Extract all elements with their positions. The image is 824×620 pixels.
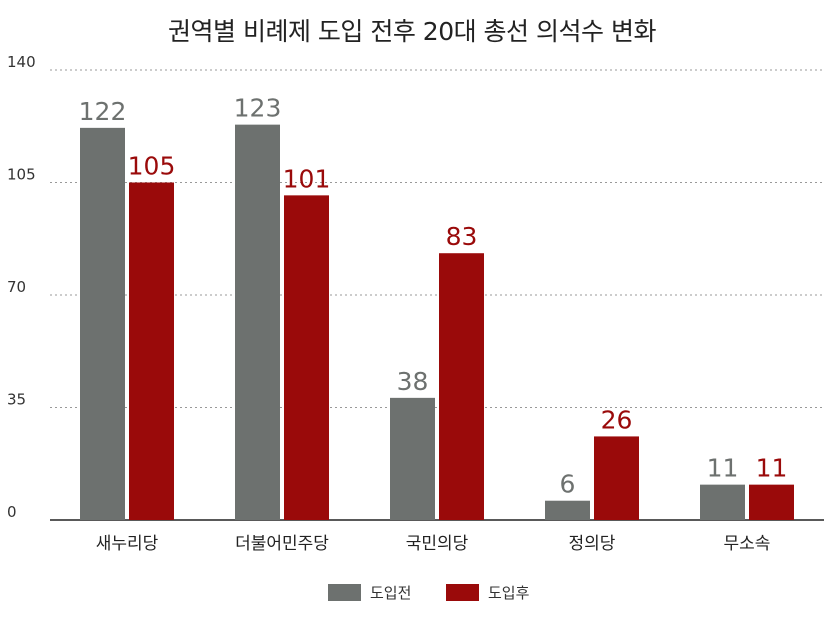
data-label: 11 (756, 454, 788, 483)
bar-before (700, 484, 745, 520)
legend-swatch (328, 584, 361, 601)
data-label: 6 (560, 470, 576, 499)
bar-after (749, 484, 794, 520)
x-category-label: 국민의당 (406, 534, 469, 554)
data-label: 101 (283, 164, 331, 193)
bar-before (390, 397, 435, 520)
bar-before (80, 127, 125, 520)
legend-swatch (446, 584, 479, 601)
bars-layer (80, 124, 794, 521)
x-category-label: 더불어민주당 (235, 534, 329, 554)
bar-after (284, 195, 329, 520)
y-tick-label: 35 (7, 391, 26, 409)
grid-layer (50, 69, 824, 521)
bar-after (594, 436, 639, 520)
data-label: 26 (601, 405, 633, 434)
legend-label: 도입후 (488, 584, 530, 602)
legend: 도입전 도입후 (328, 584, 530, 602)
bar-after (439, 253, 484, 520)
data-label: 105 (128, 152, 176, 181)
y-tick-label: 140 (7, 53, 36, 71)
x-category-label: 정의당 (569, 534, 616, 554)
data-label: 83 (446, 222, 478, 251)
data-label: 38 (397, 367, 429, 396)
y-tick-label: 105 (7, 166, 36, 184)
bar-after (129, 182, 174, 520)
bar-before (545, 500, 590, 520)
data-label: 11 (707, 454, 739, 483)
bar-before (235, 124, 280, 521)
y-tick-label: 70 (7, 278, 26, 296)
y-tick-label: 0 (7, 503, 17, 521)
data-label: 122 (79, 97, 127, 126)
x-category-label: 무소속 (724, 534, 771, 554)
labels-layer: 03570105140122105새누리당123101더불어민주당3883국민의… (7, 53, 787, 554)
x-category-label: 새누리당 (96, 534, 159, 554)
chart-title: 권역별 비례제 도입 전후 20대 총선 의석수 변화 (168, 17, 656, 46)
legend-label: 도입전 (370, 584, 411, 602)
data-label: 123 (234, 94, 282, 123)
